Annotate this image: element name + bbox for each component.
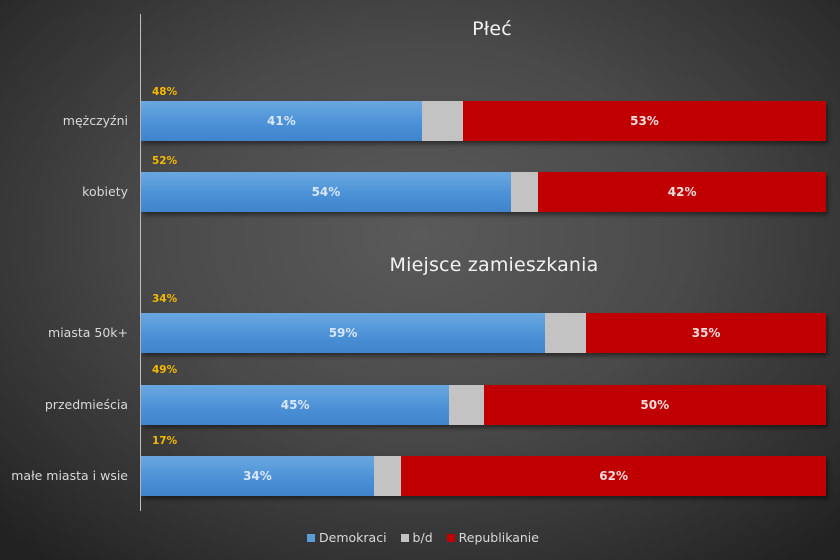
value-label: 54%	[311, 185, 341, 199]
bar-row: miasta 50k+ 59% 35%	[0, 313, 840, 353]
segment-republikanie: 35%	[586, 313, 826, 353]
segment-demokraci: 34%	[141, 456, 374, 496]
share-label: 49%	[152, 364, 178, 376]
segment-bd	[421, 101, 463, 141]
bar-row: mężczyźni 41% 53%	[0, 101, 840, 141]
segment-republikanie: 42%	[538, 172, 826, 212]
value-label: 62%	[599, 469, 628, 483]
legend-swatch-icon	[400, 533, 409, 542]
legend-label: Demokraci	[319, 530, 387, 545]
legend-label: Republikanie	[458, 530, 539, 545]
stacked-bar: 34% 62%	[141, 456, 826, 496]
segment-bd	[373, 456, 402, 496]
segment-republikanie: 53%	[462, 101, 826, 141]
legend: Demokraci b/d Republikanie	[0, 530, 840, 545]
bar-row: małe miasta i wsie 34% 62%	[0, 456, 840, 496]
legend-item-republikanie[interactable]: Republikanie	[446, 530, 539, 545]
share-label: 34%	[152, 293, 178, 305]
category-label: kobiety	[82, 184, 128, 199]
value-label: 41%	[267, 114, 296, 128]
value-label: 42%	[667, 185, 697, 199]
category-label: małe miasta i wsie	[11, 468, 128, 483]
legend-swatch-icon	[446, 533, 455, 542]
legend-item-demokraci[interactable]: Demokraci	[307, 530, 387, 545]
stacked-bar: 45% 50%	[141, 385, 826, 425]
stacked-bar: 41% 53%	[141, 101, 826, 141]
share-label: 48%	[152, 86, 178, 98]
segment-demokraci: 45%	[141, 385, 450, 425]
category-axis-line	[140, 14, 141, 511]
legend-swatch-icon	[307, 533, 316, 542]
category-label: przedmieścia	[44, 397, 128, 412]
value-label: 34%	[243, 469, 272, 483]
section-title-gender: Płeć	[472, 18, 512, 40]
value-label: 53%	[630, 114, 659, 128]
segment-bd	[510, 172, 539, 212]
bar-row: przedmieścia 45% 50%	[0, 385, 840, 425]
category-label: miasta 50k+	[48, 325, 128, 340]
share-label: 17%	[152, 435, 178, 447]
stacked-bar: 54% 42%	[141, 172, 826, 212]
bar-row: kobiety 54% 42%	[0, 172, 840, 212]
segment-demokraci: 59%	[141, 313, 546, 353]
segment-bd	[449, 385, 484, 425]
category-label: mężczyźni	[62, 113, 128, 128]
legend-item-bd[interactable]: b/d	[400, 530, 433, 545]
value-label: 45%	[280, 398, 310, 412]
segment-demokraci: 54%	[141, 172, 511, 212]
value-label: 35%	[691, 326, 721, 340]
stacked-bar: 59% 35%	[141, 313, 826, 353]
segment-republikanie: 62%	[401, 456, 826, 496]
share-label: 52%	[152, 155, 178, 167]
segment-bd	[545, 313, 587, 353]
legend-label: b/d	[412, 530, 433, 545]
segment-demokraci: 41%	[141, 101, 422, 141]
section-title-residence: Miejsce zamieszkania	[389, 254, 599, 276]
value-label: 59%	[328, 326, 358, 340]
value-label: 50%	[640, 398, 670, 412]
segment-republikanie: 50%	[483, 385, 826, 425]
